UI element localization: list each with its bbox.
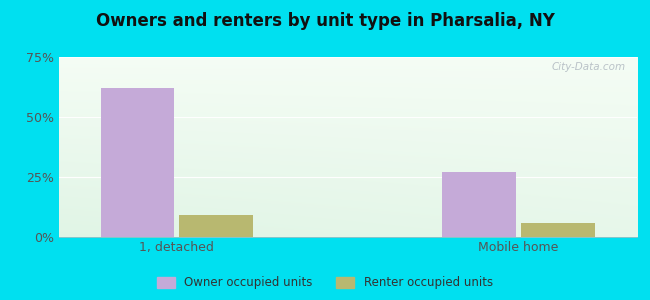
Bar xyxy=(521,223,595,237)
Bar xyxy=(101,88,174,237)
Bar xyxy=(443,172,516,237)
Bar xyxy=(179,215,253,237)
Legend: Owner occupied units, Renter occupied units: Owner occupied units, Renter occupied un… xyxy=(153,272,497,294)
Text: Owners and renters by unit type in Pharsalia, NY: Owners and renters by unit type in Phars… xyxy=(96,12,554,30)
Text: City-Data.com: City-Data.com xyxy=(551,62,625,72)
